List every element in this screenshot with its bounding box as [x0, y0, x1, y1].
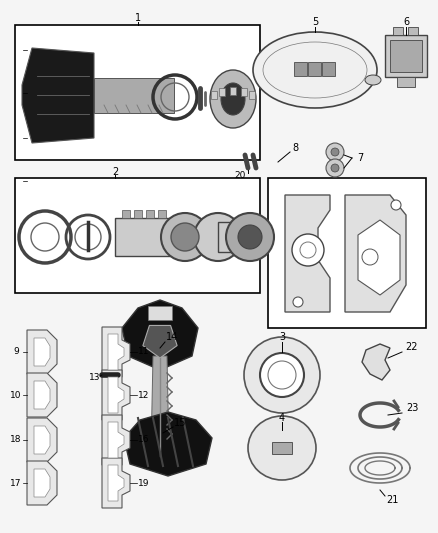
Circle shape: [326, 143, 344, 161]
Polygon shape: [27, 418, 57, 462]
Polygon shape: [108, 334, 124, 370]
Text: 4: 4: [279, 413, 285, 423]
Polygon shape: [34, 338, 50, 366]
Bar: [134, 210, 142, 218]
Bar: [230, 87, 236, 95]
Text: 15: 15: [174, 418, 186, 428]
Polygon shape: [34, 469, 50, 497]
Text: 2: 2: [112, 167, 118, 177]
Bar: [308, 62, 321, 76]
Text: 18: 18: [10, 435, 22, 445]
Text: 16: 16: [138, 435, 150, 445]
Circle shape: [331, 148, 339, 156]
Text: 10: 10: [10, 391, 22, 400]
Ellipse shape: [171, 223, 199, 251]
Polygon shape: [362, 344, 390, 380]
Text: 8: 8: [292, 143, 298, 153]
Bar: [115, 218, 170, 256]
Text: 11: 11: [138, 348, 150, 357]
Circle shape: [391, 200, 401, 210]
Bar: [268, 178, 426, 328]
Circle shape: [326, 159, 344, 177]
Ellipse shape: [226, 213, 274, 261]
Circle shape: [292, 234, 324, 266]
Bar: [211, 91, 217, 99]
Text: 6: 6: [403, 17, 409, 27]
Circle shape: [293, 297, 303, 307]
Polygon shape: [285, 195, 330, 312]
Text: 17: 17: [10, 479, 22, 488]
Ellipse shape: [253, 32, 377, 108]
Circle shape: [260, 353, 304, 397]
Bar: [15, 25, 260, 160]
Polygon shape: [143, 326, 177, 358]
Text: 23: 23: [406, 403, 418, 413]
Text: 7: 7: [357, 153, 363, 163]
Polygon shape: [102, 327, 130, 377]
Text: 1: 1: [135, 13, 141, 23]
Ellipse shape: [365, 75, 381, 85]
Circle shape: [244, 337, 320, 413]
Bar: [218, 222, 250, 252]
Polygon shape: [102, 458, 130, 508]
Text: 14: 14: [166, 332, 178, 342]
Ellipse shape: [248, 416, 316, 480]
Bar: [390, 40, 422, 72]
Bar: [94, 78, 174, 113]
Bar: [122, 210, 130, 218]
Polygon shape: [27, 461, 57, 505]
Text: 13: 13: [89, 374, 101, 383]
Polygon shape: [27, 330, 57, 374]
Bar: [397, 77, 415, 87]
Bar: [148, 306, 172, 320]
Text: 3: 3: [279, 332, 285, 342]
Polygon shape: [151, 356, 169, 463]
Bar: [158, 210, 166, 218]
Polygon shape: [124, 412, 212, 476]
Text: 22: 22: [406, 342, 418, 352]
Polygon shape: [108, 465, 124, 501]
Polygon shape: [358, 220, 400, 295]
Text: 12: 12: [138, 391, 150, 400]
Polygon shape: [102, 415, 130, 465]
Text: 21: 21: [386, 495, 398, 505]
Ellipse shape: [238, 225, 262, 249]
Polygon shape: [102, 370, 130, 420]
Bar: [219, 88, 225, 96]
Polygon shape: [27, 373, 57, 417]
Bar: [241, 88, 247, 96]
Polygon shape: [22, 48, 94, 143]
Bar: [408, 27, 418, 35]
Bar: [272, 442, 292, 454]
Bar: [294, 62, 307, 76]
Bar: [146, 210, 154, 218]
Text: 5: 5: [312, 17, 318, 27]
Polygon shape: [108, 422, 124, 458]
Text: 9: 9: [13, 348, 19, 357]
Circle shape: [331, 164, 339, 172]
Ellipse shape: [161, 213, 209, 261]
Bar: [15, 178, 260, 293]
Circle shape: [362, 249, 378, 265]
Text: 20: 20: [234, 171, 246, 180]
Ellipse shape: [210, 70, 256, 128]
Ellipse shape: [221, 83, 245, 115]
Bar: [385, 35, 427, 77]
Polygon shape: [34, 381, 50, 409]
Bar: [249, 91, 255, 99]
Ellipse shape: [194, 213, 242, 261]
Polygon shape: [122, 300, 198, 370]
Bar: [393, 27, 403, 35]
Polygon shape: [34, 426, 50, 454]
Polygon shape: [345, 195, 406, 312]
Text: 19: 19: [138, 479, 150, 488]
Bar: [322, 62, 335, 76]
Polygon shape: [108, 377, 124, 413]
